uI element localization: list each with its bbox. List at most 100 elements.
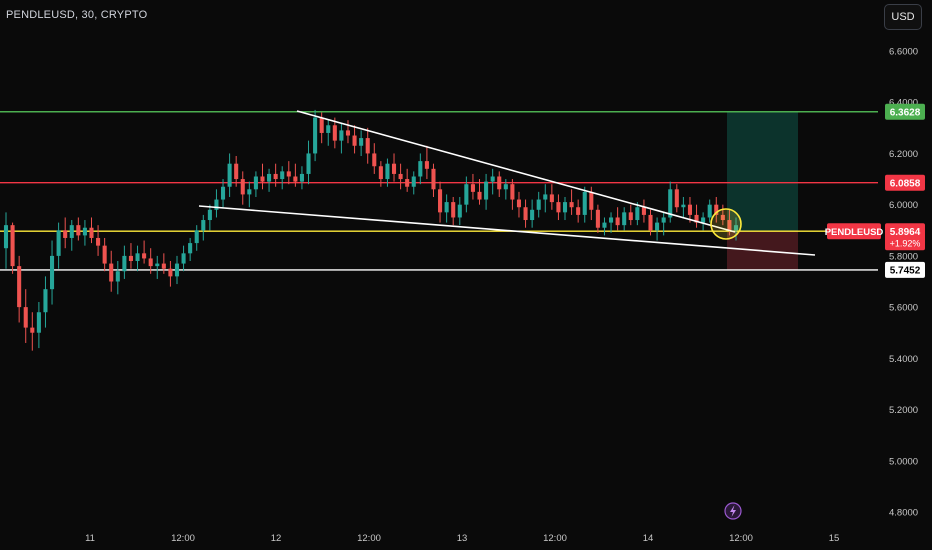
candle-body: [372, 153, 377, 167]
candle-body: [609, 217, 614, 223]
candle-body: [477, 191, 482, 200]
lower-trendline[interactable]: [198, 205, 816, 256]
candle-body: [562, 202, 568, 213]
candle-body: [155, 263, 160, 267]
x-tick-label: 13: [457, 533, 468, 544]
candle-body: [36, 312, 41, 333]
candle-body: [484, 181, 489, 200]
candle-body: [76, 225, 81, 236]
candle-body: [576, 207, 581, 215]
candle-body: [201, 220, 206, 231]
candle-body: [128, 255, 133, 262]
candle-body: [23, 307, 28, 328]
candle-body: [602, 222, 607, 228]
x-tick-label: 12:00: [729, 533, 753, 544]
candles: [3, 109, 739, 351]
candle-body: [339, 130, 344, 141]
candle-body: [516, 199, 522, 208]
x-tick-label: 12:00: [357, 533, 381, 544]
candle-body: [352, 135, 357, 146]
candle-body: [115, 271, 120, 282]
y-tick-label: 5.0000: [889, 456, 918, 467]
candle-body: [10, 225, 15, 267]
x-tick-label: 15: [829, 533, 840, 544]
level-price-label: 6.0858: [890, 178, 921, 189]
candle-body: [142, 253, 147, 259]
upper-trendline[interactable]: [296, 110, 736, 233]
last-price-change: +1.92%: [890, 239, 921, 249]
trendlines[interactable]: [198, 110, 816, 256]
last-price-value: 5.8964: [890, 227, 921, 238]
y-tick-label: 5.6000: [889, 303, 918, 314]
y-tick-label: 5.4000: [889, 354, 918, 365]
candle-body: [168, 268, 173, 277]
candle-body: [89, 227, 94, 238]
candle-body: [714, 204, 719, 215]
candle-body: [569, 202, 574, 208]
candle-body: [470, 184, 475, 192]
candle-body: [464, 184, 469, 205]
x-tick-label: 12:00: [171, 533, 195, 544]
symbol-title: PENDLEUSD, 30, CRYPTO: [6, 9, 148, 21]
candle-body: [135, 253, 140, 262]
candle-body: [253, 176, 258, 190]
candle-body: [641, 207, 646, 215]
candle-body: [102, 245, 107, 264]
candle-body: [63, 230, 68, 238]
symbol-badge: PENDLEUSD: [825, 227, 884, 238]
candle-body: [332, 125, 337, 141]
candle-body: [582, 191, 587, 215]
candle-body: [622, 212, 627, 226]
candle-body: [523, 207, 528, 221]
candle-body: [707, 204, 712, 218]
level-price-label-bg: [885, 261, 925, 278]
candle-body: [280, 171, 285, 180]
candle-body: [438, 189, 443, 213]
target-zone: [727, 111, 798, 232]
y-tick-label: 6.0000: [889, 200, 918, 211]
candle-body: [549, 194, 554, 203]
currency-button[interactable]: USD: [884, 4, 922, 30]
candle-body: [648, 214, 653, 231]
candle-body: [589, 191, 594, 210]
candle-body: [313, 117, 318, 154]
candle-body: [418, 161, 423, 177]
candle-body: [240, 179, 245, 195]
candle-body: [444, 202, 449, 213]
candle-body: [234, 163, 239, 180]
candle-body: [260, 176, 265, 182]
candle-body: [635, 207, 640, 221]
y-tick-label: 4.8000: [889, 508, 918, 519]
candle-body: [668, 189, 673, 218]
candle-body: [188, 243, 193, 254]
x-tick-label: 12: [271, 533, 282, 544]
candle-body: [49, 255, 55, 290]
candle-body: [497, 176, 502, 190]
candle-body: [194, 230, 199, 244]
candle-body: [148, 258, 153, 267]
candle-body: [181, 253, 186, 264]
trade-zones: [727, 111, 798, 270]
candle-body: [56, 230, 61, 256]
candle-body: [174, 263, 180, 277]
candle-body: [3, 225, 9, 249]
level-price-label: 5.7452: [890, 266, 921, 277]
candle-body: [431, 168, 436, 190]
candle-body: [273, 173, 278, 180]
x-tick-label: 14: [643, 533, 654, 544]
candle-body: [30, 327, 35, 333]
lightning-icon[interactable]: [724, 502, 742, 520]
y-tick-label: 5.8000: [889, 251, 918, 262]
x-axis: 11 12:00 12 12:00 13 12:00 14 12:00 15: [85, 533, 839, 544]
candle-body: [628, 212, 633, 221]
candle-body: [326, 125, 331, 133]
candle-body: [319, 117, 324, 133]
candle-body: [43, 289, 48, 313]
y-tick-label: 6.6000: [889, 47, 918, 58]
candle-body: [17, 266, 22, 308]
candle-body: [687, 204, 693, 215]
level-price-label: 6.3628: [890, 108, 921, 119]
candle-body: [595, 209, 600, 228]
candle-body: [615, 217, 620, 226]
